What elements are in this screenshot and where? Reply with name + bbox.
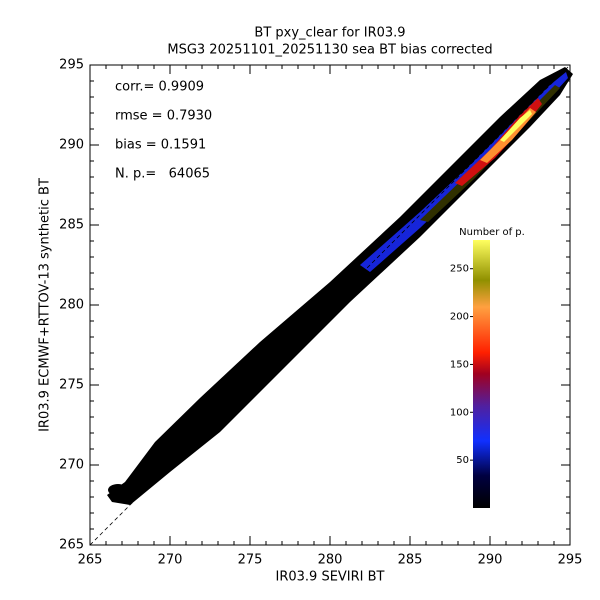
stat-annotation: rmse = 0.7930 — [115, 109, 212, 124]
density-cloud — [107, 67, 573, 505]
x-tick-label: 285 — [398, 553, 423, 568]
colorbar-title: Number of p. — [459, 227, 525, 238]
y-tick-label: 265 — [59, 538, 84, 553]
colorbar-tick-label: 250 — [450, 264, 469, 275]
y-tick-label: 270 — [59, 458, 84, 473]
y-tick-label: 290 — [59, 138, 84, 153]
x-tick-label: 275 — [238, 553, 263, 568]
colorbar-tick-label: 200 — [450, 312, 469, 323]
colorbar — [473, 240, 490, 508]
y-axis-label: IR03.9 ECMWF+RTTOV-13 synthetic BT — [38, 178, 53, 432]
x-tick-label: 295 — [558, 553, 583, 568]
x-tick-label: 270 — [158, 553, 183, 568]
y-tick-label: 285 — [59, 218, 84, 233]
stat-annotation: corr.= 0.9909 — [115, 80, 204, 95]
x-axis-label: IR03.9 SEVIRI BT — [276, 570, 385, 585]
colorbar-tick-label: 50 — [456, 455, 469, 466]
chart-title: BT pxy_clear for IR03.9 — [254, 26, 405, 41]
stat-annotation: N. p.= 64065 — [115, 167, 210, 182]
stat-annotation: bias = 0.1591 — [115, 138, 206, 153]
colorbar-tick-label: 100 — [450, 407, 469, 418]
y-tick-label: 280 — [59, 298, 84, 313]
one-to-one-line — [89, 64, 571, 546]
y-tick-label: 275 — [59, 378, 84, 393]
colorbar-tick-label: 150 — [450, 359, 469, 370]
x-tick-label: 290 — [478, 553, 503, 568]
chart-subtitle: MSG3 20251101_20251130 sea BT bias corre… — [167, 43, 492, 58]
x-tick-label: 280 — [318, 553, 343, 568]
y-tick-label: 295 — [59, 58, 84, 73]
x-tick-label: 265 — [78, 553, 103, 568]
